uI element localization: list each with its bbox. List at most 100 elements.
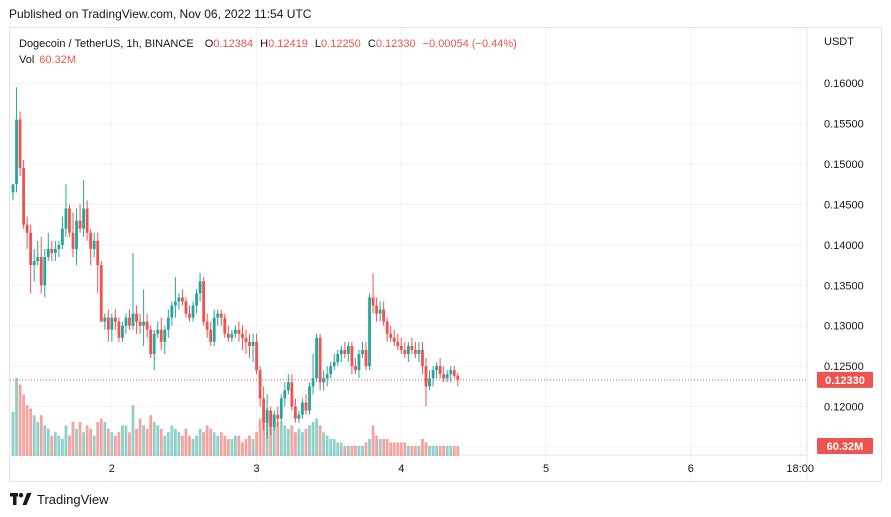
candle <box>61 216 64 249</box>
candle <box>286 374 290 395</box>
candle <box>11 184 15 201</box>
candle-body <box>272 414 276 427</box>
candle <box>71 212 75 257</box>
candlestick-chart[interactable]: 0.16000 0.15500 0.15000 0.14500 0.14000 0.135… <box>10 28 882 482</box>
volume-bar <box>279 422 283 456</box>
candle <box>131 252 135 330</box>
tradingview-brand[interactable]: TradingView <box>37 491 109 507</box>
price-tick-label: 0.15500 <box>824 119 864 131</box>
candle <box>258 366 262 407</box>
volume-bar <box>61 439 64 456</box>
candle <box>205 313 209 338</box>
candle-body <box>392 337 396 342</box>
candle <box>392 329 396 346</box>
candle <box>195 289 198 314</box>
volume-bar <box>364 442 368 456</box>
candle-body <box>46 248 50 257</box>
candle-body <box>357 354 361 371</box>
volume-bar <box>308 425 311 456</box>
candle <box>332 354 336 371</box>
candle-body <box>156 329 160 334</box>
volume-legend: Vol 60.32M <box>19 52 76 68</box>
candle-body <box>145 321 149 330</box>
candle-body <box>209 329 213 342</box>
currency-label[interactable]: USDT <box>824 36 854 48</box>
candle-body <box>301 402 304 415</box>
volume-bar <box>343 445 347 456</box>
candle-body <box>237 329 241 334</box>
candle <box>368 293 371 371</box>
candle <box>445 370 449 383</box>
candle <box>212 309 216 346</box>
last-price-badge-text: 0.12330 <box>825 375 865 387</box>
volume-bar <box>135 428 138 456</box>
volume-bar <box>226 439 230 456</box>
price-tick-label: 0.13000 <box>824 321 864 333</box>
candle-body <box>223 317 227 334</box>
volume-bar <box>89 428 93 456</box>
candle-body <box>39 257 43 286</box>
volume-bar <box>276 422 280 456</box>
candle <box>389 325 393 342</box>
candle <box>364 341 368 371</box>
candle-body <box>332 362 336 367</box>
volume-bar <box>452 445 456 456</box>
volume-bar <box>32 415 36 456</box>
volume-bar <box>350 445 354 456</box>
candle <box>304 394 308 415</box>
volume-badge-bg <box>817 438 873 454</box>
volume-bar <box>272 415 276 456</box>
candle <box>159 317 163 350</box>
candle-body <box>198 281 202 294</box>
volume-bar <box>29 408 33 456</box>
volume-bar <box>346 445 350 456</box>
candle <box>223 313 227 338</box>
volume-bar <box>124 425 128 456</box>
candle <box>149 325 153 359</box>
time-tick-label: 6 <box>688 463 694 475</box>
volume-bar <box>191 439 195 456</box>
candle <box>64 184 68 237</box>
candle-body <box>382 309 386 322</box>
volume-bar <box>283 425 287 456</box>
candle-body <box>103 317 107 322</box>
volume-bar <box>82 432 85 456</box>
symbol-title[interactable]: Dogecoin / TetherUS, 1h, BINANCE <box>19 38 194 50</box>
candle-body <box>241 333 244 338</box>
volume-label[interactable]: Vol <box>19 54 35 66</box>
candle-body <box>248 341 251 346</box>
candle <box>308 382 311 415</box>
chart-panel[interactable]: 0.16000 0.15500 0.15000 0.14500 0.14000 0.135… <box>9 27 882 482</box>
candle-body <box>389 333 393 338</box>
candle-body <box>322 378 326 383</box>
candle-body <box>308 386 311 411</box>
volume-bar <box>152 422 156 456</box>
candle <box>99 261 103 322</box>
candle-body <box>396 341 400 346</box>
candle <box>336 349 340 367</box>
candle-body <box>68 208 71 233</box>
volume-bar <box>237 435 241 456</box>
candle <box>103 313 107 330</box>
price-tick-label: 0.12500 <box>824 361 864 373</box>
candle-body <box>255 341 258 371</box>
candle <box>248 333 251 359</box>
candle-body <box>354 366 357 371</box>
candle-body <box>421 349 424 367</box>
candle-body <box>375 305 378 314</box>
volume-bar <box>336 442 340 456</box>
volume-bar <box>286 428 290 456</box>
candle <box>57 240 61 257</box>
volume-bar <box>230 439 234 456</box>
candle-body <box>431 370 435 379</box>
candle <box>117 317 121 342</box>
candle <box>438 358 442 379</box>
price-axis-labels: 0.16000 0.15500 0.15000 0.14500 0.14000 0.135… <box>824 78 864 454</box>
price-tick-label: 0.15000 <box>824 159 864 171</box>
candle <box>311 354 315 395</box>
candle <box>262 386 266 431</box>
candle-body <box>22 168 25 225</box>
candle-body <box>399 345 403 350</box>
volume-bar <box>149 415 153 456</box>
volume-bar <box>392 442 396 456</box>
